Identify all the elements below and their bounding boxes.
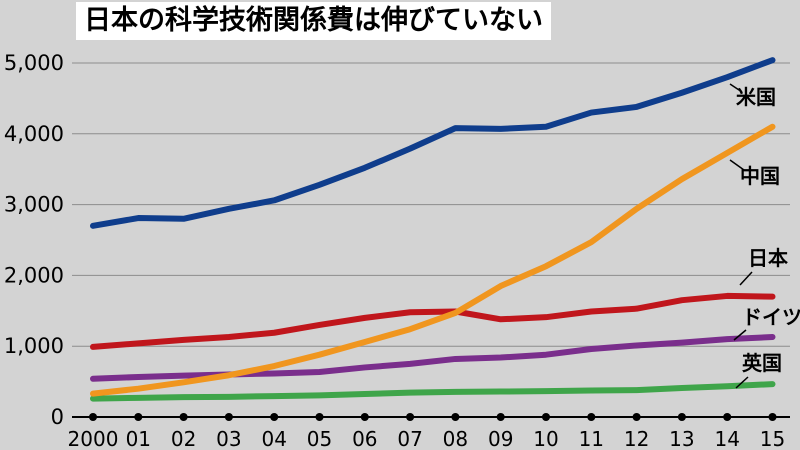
x-tick-label: 10: [533, 427, 558, 450]
x-tick-marker: [451, 413, 460, 421]
series-lines: [90, 57, 776, 402]
x-tick-marker: [179, 413, 188, 421]
series-label-leader: [733, 329, 747, 341]
x-tick-marker: [360, 413, 369, 421]
x-axis: 2000 01 02 03 04 05 06 07 08 09 10 11 12 13 14 15: [68, 413, 790, 450]
x-tick-marker: [496, 413, 505, 421]
x-tick-marker: [723, 413, 732, 421]
series-line-4: [90, 381, 776, 402]
x-tick-label: 2000: [68, 427, 119, 450]
x-tick-label: 14: [714, 427, 739, 450]
series-label-leader: [735, 376, 749, 389]
x-tick-label: 03: [216, 427, 241, 450]
y-tick-label: 1,000: [4, 334, 64, 358]
x-tick-marker: [677, 413, 686, 421]
series-line-3: [90, 333, 776, 382]
x-tick-marker: [315, 413, 324, 421]
x-tick-label: 12: [624, 427, 649, 450]
x-tick-label: 01: [126, 427, 151, 450]
y-tick-label: 3,000: [4, 193, 64, 217]
series-label: 中国: [740, 164, 780, 188]
x-tick-marker: [632, 413, 641, 421]
series-line-2: [90, 292, 776, 350]
series-label-leader: [729, 159, 745, 171]
series-label-leader: [729, 83, 743, 93]
series-line-0: [90, 57, 776, 229]
x-tick-marker: [224, 413, 233, 421]
y-tick-label: 0: [51, 405, 64, 429]
x-tick-label: 11: [579, 427, 604, 450]
y-tick-label: 2,000: [4, 263, 64, 287]
x-tick-label: 07: [397, 427, 422, 450]
series-label: ドイツ: [742, 305, 800, 329]
x-tick-label: 13: [669, 427, 694, 450]
x-tick-marker: [406, 413, 415, 421]
series-label: 日本: [748, 246, 788, 270]
series-label: 米国: [736, 85, 776, 109]
series-label-leader: [739, 271, 753, 286]
series-line-1: [90, 123, 776, 397]
x-tick-label: 08: [443, 427, 468, 450]
x-tick-marker: [134, 413, 143, 421]
x-tick-marker: [89, 413, 97, 421]
x-tick-marker: [587, 413, 596, 421]
x-tick-label: 15: [760, 427, 785, 450]
y-axis: 0 1,000 2,000 3,000 4,000 5,000: [4, 51, 64, 429]
series-label: 英国: [742, 351, 782, 375]
x-tick-marker: [542, 413, 550, 421]
x-tick-label: 06: [352, 427, 377, 450]
gridlines: [72, 62, 790, 347]
x-tick-label: 04: [261, 427, 286, 450]
y-tick-label: 5,000: [4, 51, 64, 75]
y-tick-label: 4,000: [4, 122, 64, 146]
x-tick-label: 02: [171, 427, 196, 450]
x-tick-marker: [768, 413, 777, 421]
x-tick-label: 09: [488, 427, 513, 450]
x-tick-label: 05: [307, 427, 332, 450]
x-tick-marker: [270, 413, 279, 421]
chart-title: 日本の科学技術関係費は伸びていない: [76, 2, 551, 40]
